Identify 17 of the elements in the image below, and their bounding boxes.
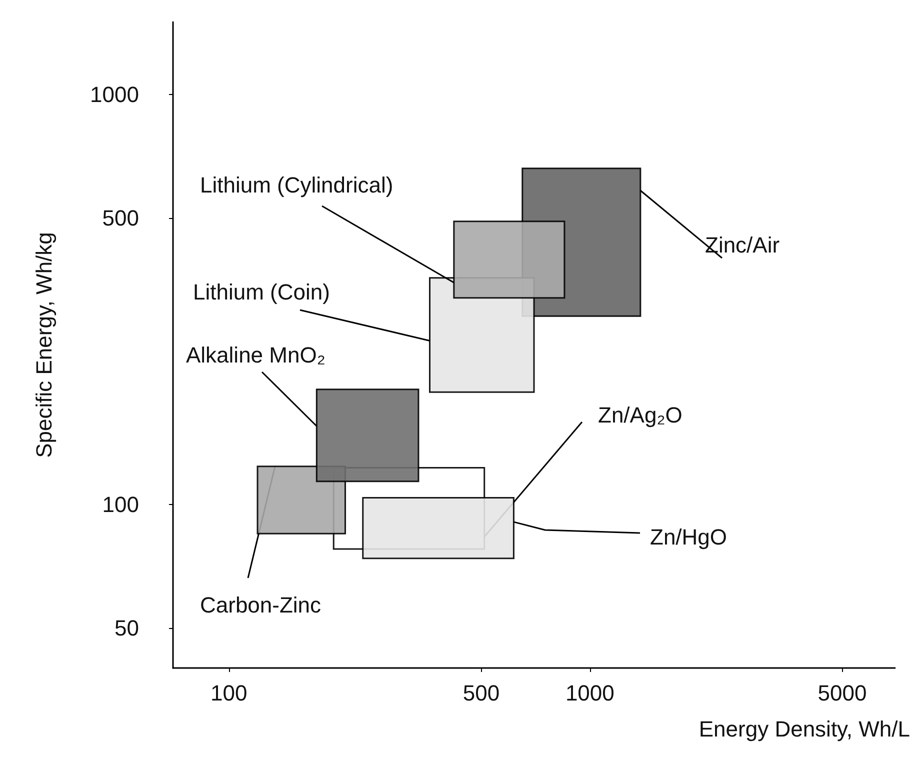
x-tick-label: 500: [462, 680, 500, 706]
text: Lithium (Cylindrical): [200, 172, 394, 198]
x-axis-title: Energy Density, Wh/L: [698, 716, 910, 742]
text: Carbon-Zinc: [200, 592, 322, 618]
text: Zn/HgO: [650, 524, 728, 550]
series-label: Alkaline MnO₂: [186, 342, 326, 368]
x-tick-label: 5000: [818, 680, 867, 706]
y-tick-label: 100: [102, 492, 139, 518]
y-tick-label: 50: [114, 616, 139, 641]
text: Lithium (Coin): [193, 280, 330, 304]
y-tick-label: 500: [102, 205, 139, 230]
y-tick-label: 1000: [90, 82, 139, 107]
x-tick-label: 1000: [565, 680, 614, 706]
x-tick-label: 100: [210, 680, 248, 706]
text: Zn/Ag₂O: [598, 402, 682, 428]
y-axis-title: Specific Energy, Wh/kg: [32, 232, 56, 458]
text: Zinc/Air: [705, 232, 780, 258]
